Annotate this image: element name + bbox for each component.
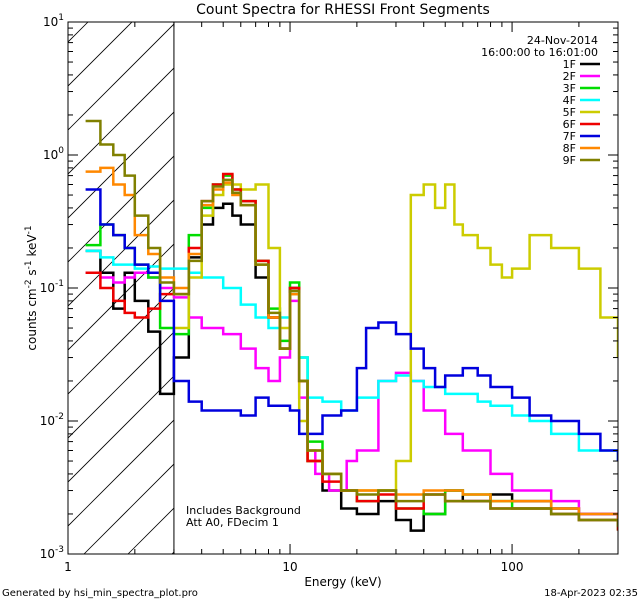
legend-label: 1F [563,58,576,71]
chart-title: Count Spectra for RHESSI Front Segments [196,2,490,18]
x-tick-label: 1 [64,560,72,574]
hatch-line [68,23,174,131]
y-tick-label: 10-1 [40,279,64,295]
x-tick-label: 100 [501,560,524,574]
series-9F [85,119,618,527]
hatch-line [68,375,174,483]
hatch-line [392,22,640,554]
legend-label: 3F [563,82,576,95]
hatch-line [68,67,174,175]
date-label: 24-Nov-2014 [527,34,598,47]
series-6F [85,172,618,531]
hatch-line [568,22,640,554]
footer-timestamp: 18-Apr-2023 02:35 [544,588,638,599]
hatch-line [68,287,174,395]
time-range-label: 16:00:00 to 16:01:00 [481,46,598,59]
legend-label: 5F [563,106,576,119]
hatch-line [68,243,174,351]
x-tick-label: 10 [282,560,297,574]
attenuator-hatch-region [0,22,640,554]
legend-label: 6F [563,118,576,131]
legend-label: 7F [563,130,576,143]
hatch-line [0,22,44,554]
series-2F [85,271,618,520]
background-note: Includes Background [186,504,301,517]
hatch-line [524,22,640,554]
hatch-line [68,419,174,527]
y-tick-label: 101 [43,13,64,29]
hatch-line [68,199,174,307]
legend-label: 4F [563,94,576,107]
series-8F [85,166,618,520]
y-axis-label: counts cm-2 s-1 keV-1 [24,225,39,350]
x-axis-ticks: 1 10 100 [64,22,619,574]
series-7F [85,188,618,461]
y-tick-label: 100 [43,146,64,162]
hatch-line [83,463,174,554]
plot-frame [67,21,619,555]
x-axis-label: Energy (keV) [304,575,381,589]
series-3F [85,174,618,531]
legend-label: 8F [563,142,576,155]
legend-label: 2F [563,70,576,83]
attenuator-note: Att A0, FDecim 1 [186,516,279,529]
footer-generated-by: Generated by hsi_min_spectra_plot.pro [2,588,198,599]
y-tick-label: 10-2 [40,412,64,428]
series-layer [85,119,618,532]
hatch-line [304,22,640,554]
legend-label: 9F [563,154,576,167]
y-tick-label: 10-3 [40,545,64,561]
y-axis-ticks: 10-3 10-2 10-1 100 101 [40,13,618,561]
